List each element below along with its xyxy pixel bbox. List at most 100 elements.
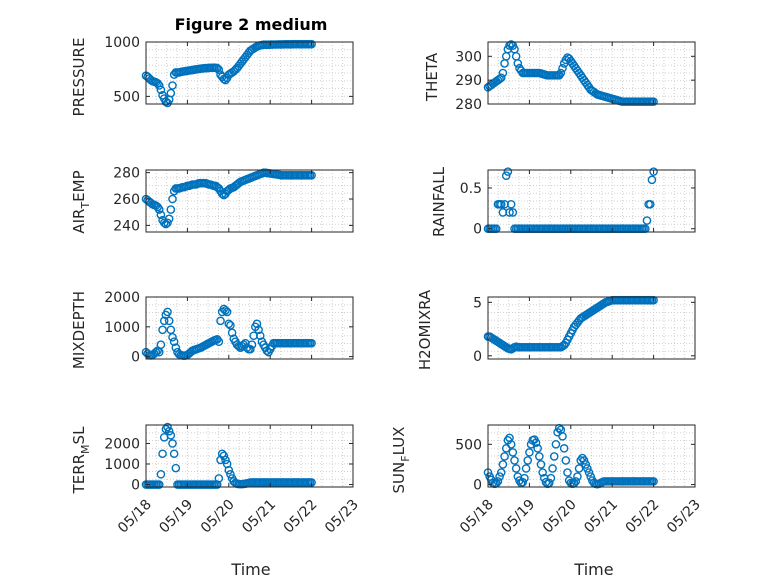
data-point [535,452,544,461]
data-point [168,439,177,448]
data-point [506,199,516,209]
data-point [164,316,174,326]
data-point [214,337,224,347]
y-tick-label: 0 [473,478,482,494]
data-point [493,477,503,486]
data-point [559,444,569,453]
data-point [212,63,222,73]
data-point [156,469,166,479]
data-point [498,460,508,469]
ylabel-terr-msl: TERRMSL [70,426,92,495]
data-point [513,59,523,68]
data-point [561,456,571,465]
data-point [581,460,591,469]
subplot-theta: 280 290 300 [455,40,696,113]
data-point [154,81,164,90]
data-point [221,455,230,465]
data-point [525,448,534,457]
axes-frame [145,41,354,105]
y-tick-label: 0 [473,349,482,365]
subplot-air-temp: 240 260 280 [113,166,354,234]
y-tick-label: 2000 [104,290,140,306]
y-tick-label: 500 [113,89,140,105]
data-point [247,340,257,349]
y-tick-label: 1000 [104,35,140,51]
data-point [649,97,658,106]
data-point [511,464,521,473]
data-point [224,465,234,475]
data-point [551,440,561,449]
data-point [496,468,506,477]
data-point [227,328,237,338]
y-tick-label: 280 [113,166,140,182]
ylabel-air-temp: AIRTEMP [70,170,92,233]
data-point [156,210,166,220]
data-point [222,307,232,317]
data-point [171,463,181,473]
ylabel-h2omixra: H2OMIXRA [416,289,434,370]
data-point [214,65,224,75]
subplot-h2omixra: 05 [473,295,696,365]
data-point [520,473,529,483]
data-point [548,464,557,473]
data-point [531,438,541,448]
data-point [536,460,546,469]
data-point [219,451,229,461]
y-tick-label: 0 [131,350,140,366]
data-point [168,81,177,90]
data-point [156,85,166,95]
data-point [159,316,169,326]
data-point [498,68,508,78]
data-point [563,468,572,477]
data-point [573,472,582,481]
data-point [583,464,592,473]
ylabel-theta: THETA [423,52,441,102]
data-point [217,189,227,199]
data-point [252,319,262,329]
data-point [169,337,179,347]
data-point [505,208,514,217]
data-point [508,208,518,217]
y-tick-label: 0 [473,222,482,238]
data-point [495,472,504,481]
data-point [169,449,179,459]
data-point [226,469,235,479]
data-point [649,167,658,176]
axes-frame [487,169,696,233]
data-point [166,205,176,214]
data-point [154,205,164,214]
y-tick-label: 290 [455,73,482,89]
xlabel-left: Time [230,560,270,579]
data-point [645,199,655,209]
data-point [506,440,516,449]
data-point [224,319,234,329]
data-point [521,464,531,473]
data-point [164,214,174,224]
data-point [168,332,177,342]
data-point [221,306,230,315]
axes-frame [487,424,696,488]
data-point [579,456,589,465]
data-point [163,218,172,228]
data-point [163,422,172,432]
data-point [503,167,513,176]
data-point [571,477,581,486]
data-point [156,340,166,349]
data-point [166,88,176,98]
data-point [216,316,225,326]
y-tick-label: 5 [473,295,482,311]
xlabel-right: Time [573,560,613,579]
y-tick-label: 240 [113,218,140,234]
data-point [496,199,506,209]
axes-frame [145,169,354,233]
data-point [500,452,509,461]
data-point [153,79,162,88]
data-point [171,343,181,352]
data-point [496,73,506,83]
data-point [510,456,519,465]
data-point [214,474,224,483]
data-point [166,430,176,440]
ylabel-mixdepth: MIXDEPTH [70,291,88,369]
data-point [642,216,652,225]
data-point [518,477,528,487]
